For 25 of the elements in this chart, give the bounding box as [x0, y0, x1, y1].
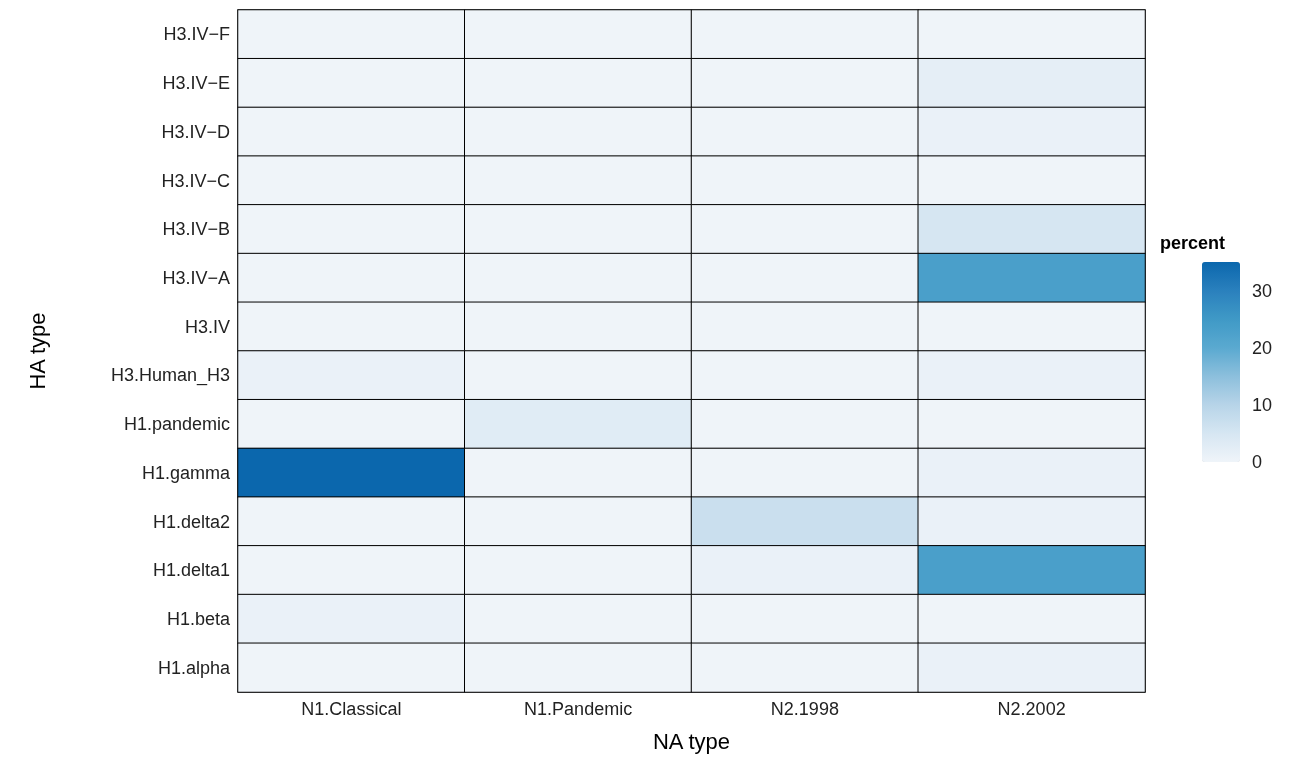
y-tick-label: H1.delta1 — [152, 560, 230, 581]
y-tick-label: H3.IV−F — [163, 24, 230, 45]
x-tick-label: N1.Classical — [301, 699, 402, 719]
y-tick-label: H1.alpha — [157, 657, 231, 678]
y-tick-label: H3.IV−D — [161, 121, 230, 142]
y-tick-label: H1.delta2 — [152, 511, 230, 532]
y-tick-label: H3.IV−C — [161, 170, 230, 191]
y-tick-label: H3.IV — [184, 316, 230, 337]
color-bar-title: percent — [1160, 233, 1226, 253]
y-tick-label: H1.gamma — [141, 462, 231, 483]
y-tick-label: H3.IV−A — [162, 267, 230, 288]
y-tick-label: H3.IV−E — [162, 73, 230, 94]
x-tick-label: N1.Pandemic — [524, 699, 633, 719]
color-bar-label: 10 — [1252, 394, 1273, 415]
x-axis-title: NA type — [652, 728, 731, 754]
x-tick-label: N2.2002 — [997, 699, 1066, 719]
y-axis-title: HA type — [24, 312, 50, 390]
x-tick-label: N2.1998 — [770, 699, 839, 719]
color-bar-label: 0 — [1252, 452, 1263, 472]
color-bar-label: 20 — [1252, 337, 1273, 358]
color-bar-label: 30 — [1252, 280, 1273, 301]
y-tick-label: H1.pandemic — [123, 414, 230, 435]
y-tick-label: H3.IV−B — [162, 219, 230, 240]
y-tick-label: H1.beta — [166, 608, 231, 629]
y-tick-label: H3.Human_H3 — [110, 365, 230, 387]
